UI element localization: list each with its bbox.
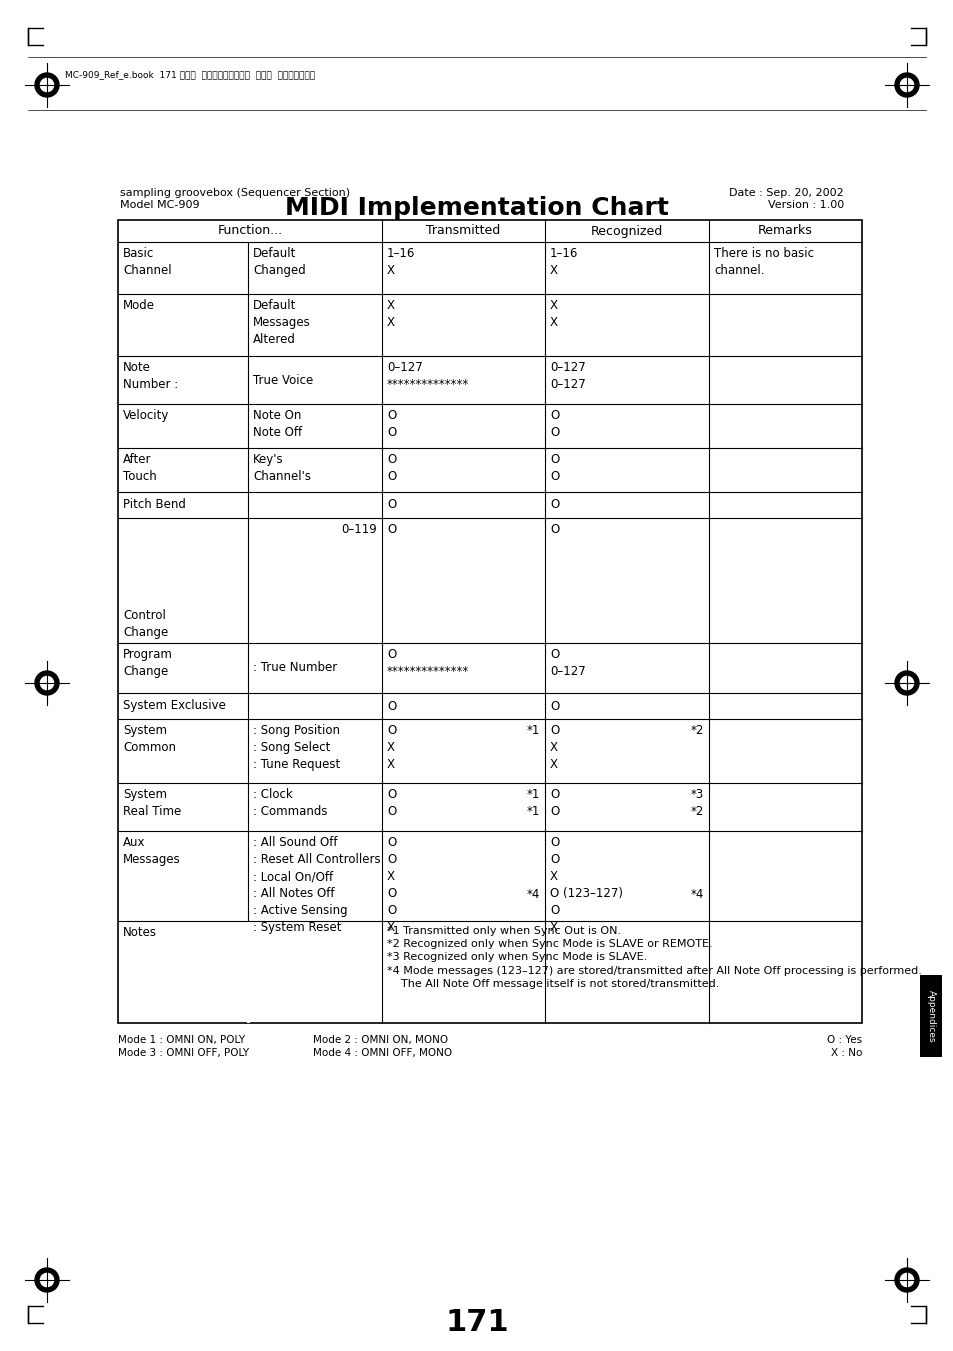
Text: sampling groovebox (Sequencer Section): sampling groovebox (Sequencer Section) — [120, 188, 350, 199]
Bar — [118, 220, 862, 1023]
Text: O: O — [387, 523, 395, 536]
Text: Mode: Mode — [123, 299, 154, 312]
Text: Function...: Function... — [217, 224, 282, 238]
Text: MC-909_Ref_e.book  171 ページ  ２００５年３月１日  火曜日  午後３晎２９分: MC-909_Ref_e.book 171 ページ ２００５年３月１日 火曜日 … — [65, 70, 314, 78]
Text: There is no basic
channel.: There is no basic channel. — [713, 247, 813, 277]
Text: Basic
Channel: Basic Channel — [123, 247, 172, 277]
Text: O
O: O O — [387, 409, 395, 439]
Text: Note On
Note Off: Note On Note Off — [253, 409, 302, 439]
Circle shape — [35, 1269, 59, 1292]
Text: 1–16
X: 1–16 X — [550, 247, 578, 277]
Text: 171: 171 — [445, 1308, 508, 1337]
Text: O
O: O O — [550, 788, 558, 817]
Text: Version : 1.00: Version : 1.00 — [767, 200, 843, 209]
Text: Mode 3 : OMNI OFF, POLY: Mode 3 : OMNI OFF, POLY — [118, 1048, 249, 1058]
Circle shape — [35, 671, 59, 694]
Text: O: O — [550, 523, 558, 536]
Text: O
X
X: O X X — [550, 724, 558, 771]
Circle shape — [900, 677, 913, 689]
Text: Velocity: Velocity — [123, 409, 170, 422]
Text: O
O: O O — [387, 788, 395, 817]
Circle shape — [900, 1274, 913, 1286]
Text: *1: *1 — [526, 724, 539, 738]
Text: X
X: X X — [550, 299, 558, 330]
Text: After
Touch: After Touch — [123, 453, 156, 484]
Text: : Song Position
: Song Select
: Tune Request: : Song Position : Song Select : Tune Req… — [253, 724, 340, 771]
Text: Mode 4 : OMNI OFF, MONO: Mode 4 : OMNI OFF, MONO — [313, 1048, 452, 1058]
Text: O
**************: O ************** — [387, 648, 469, 678]
Text: Program
Change: Program Change — [123, 648, 172, 678]
Text: True Voice: True Voice — [253, 374, 313, 386]
Text: Date : Sep. 20, 2002: Date : Sep. 20, 2002 — [728, 188, 843, 199]
Text: O: O — [550, 700, 558, 712]
Circle shape — [40, 1274, 53, 1286]
Text: *4: *4 — [526, 888, 539, 901]
Text: *1
*1: *1 *1 — [526, 788, 539, 817]
Text: : True Number: : True Number — [253, 661, 337, 674]
Circle shape — [900, 78, 913, 92]
Text: 0–127
0–127: 0–127 0–127 — [550, 361, 585, 390]
Bar — [247, 921, 250, 1023]
Text: : Clock
: Commands: : Clock : Commands — [253, 788, 327, 817]
Text: Aux
Messages: Aux Messages — [123, 836, 180, 866]
Circle shape — [894, 73, 918, 97]
Text: *2: *2 — [690, 724, 703, 738]
Text: *4: *4 — [690, 888, 703, 901]
Circle shape — [894, 1269, 918, 1292]
Text: O : Yes
X : No: O : Yes X : No — [826, 1035, 862, 1058]
Text: Recognized: Recognized — [590, 224, 662, 238]
Circle shape — [40, 677, 53, 689]
Text: 0–119: 0–119 — [341, 523, 376, 536]
Text: Pitch Bend: Pitch Bend — [123, 499, 186, 512]
Text: System Exclusive: System Exclusive — [123, 700, 226, 712]
Text: 0–127
**************: 0–127 ************** — [387, 361, 469, 390]
Text: Control
Change: Control Change — [123, 609, 168, 639]
Text: Transmitted: Transmitted — [426, 224, 500, 238]
Text: Notes: Notes — [123, 925, 157, 939]
Text: Mode 2 : OMNI ON, MONO: Mode 2 : OMNI ON, MONO — [313, 1035, 448, 1046]
Text: Model MC-909: Model MC-909 — [120, 200, 199, 209]
Bar — [919, 975, 941, 1056]
Text: Mode 1 : OMNI ON, POLY: Mode 1 : OMNI ON, POLY — [118, 1035, 245, 1046]
Text: O: O — [550, 499, 558, 512]
Text: O
O: O O — [550, 409, 558, 439]
Text: O: O — [387, 499, 395, 512]
Text: : All Sound Off
: Reset All Controllers
: Local On/Off
: All Notes Off
: Active : : All Sound Off : Reset All Controllers … — [253, 836, 380, 934]
Text: MIDI Implementation Chart: MIDI Implementation Chart — [285, 196, 668, 220]
Text: System
Real Time: System Real Time — [123, 788, 181, 817]
Text: O: O — [387, 700, 395, 712]
Text: Note
Number :: Note Number : — [123, 361, 178, 390]
Text: O
O: O O — [550, 453, 558, 484]
Text: O
X
X: O X X — [387, 724, 395, 771]
Circle shape — [35, 73, 59, 97]
Text: *1 Transmitted only when Sync Out is ON.
*2 Recognized only when Sync Mode is SL: *1 Transmitted only when Sync Out is ON.… — [387, 925, 921, 989]
Circle shape — [40, 78, 53, 92]
Text: O
O: O O — [387, 453, 395, 484]
Text: Default
Changed: Default Changed — [253, 247, 305, 277]
Text: X
X: X X — [387, 299, 395, 330]
Text: Appendices: Appendices — [925, 990, 935, 1043]
Text: Default
Messages
Altered: Default Messages Altered — [253, 299, 311, 346]
Text: Remarks: Remarks — [758, 224, 812, 238]
Text: *3
*2: *3 *2 — [690, 788, 703, 817]
Text: O
0–127: O 0–127 — [550, 648, 585, 678]
Text: 1–16
X: 1–16 X — [387, 247, 415, 277]
Circle shape — [894, 671, 918, 694]
Text: System
Common: System Common — [123, 724, 175, 754]
Text: O
O
X
O
O
X: O O X O O X — [387, 836, 395, 934]
Text: O
O
X
O (123–127)
O
X: O O X O (123–127) O X — [550, 836, 622, 934]
Text: Key's
Channel's: Key's Channel's — [253, 453, 311, 484]
